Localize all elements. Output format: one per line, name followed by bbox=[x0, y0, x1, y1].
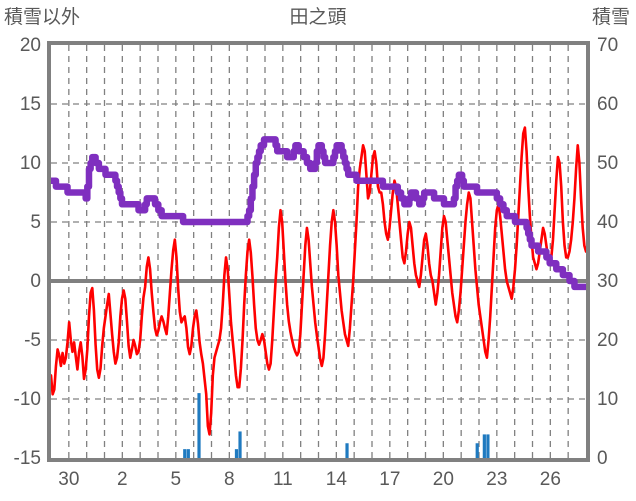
right-axis-tick-0: 0 bbox=[597, 448, 608, 469]
x-axis-tick-8: 8 bbox=[224, 469, 235, 490]
temperature-line bbox=[51, 126, 586, 436]
x-axis-tick-5: 5 bbox=[170, 469, 182, 490]
right-axis-tick-50: 50 bbox=[597, 153, 619, 174]
right-axis-tick-20: 20 bbox=[597, 330, 619, 351]
left-axis-tick-20: 20 bbox=[19, 35, 41, 56]
right-axis-tick-30: 30 bbox=[597, 271, 619, 292]
right-axis-tick-40: 40 bbox=[597, 212, 619, 233]
precipitation-bars bbox=[183, 393, 490, 458]
x-axis-tick-30: 30 bbox=[58, 469, 80, 490]
right-axis-tick-70: 70 bbox=[597, 35, 619, 56]
left-axis-tick-15: 15 bbox=[19, 94, 41, 115]
snow-depth-line bbox=[51, 136, 586, 291]
gridlines bbox=[51, 45, 586, 458]
right-axis-tick-10: 10 bbox=[597, 389, 619, 410]
right-axis-title: 積雪 bbox=[591, 7, 630, 28]
right-axis-tick-60: 60 bbox=[597, 94, 619, 115]
left-axis-tick-10: 10 bbox=[19, 153, 41, 174]
x-axis-tick-11: 11 bbox=[272, 469, 293, 490]
left-axis-title: 積雪以外 bbox=[4, 7, 81, 28]
plot-area bbox=[47, 41, 590, 462]
left-axis-tick-5: 5 bbox=[30, 212, 41, 233]
x-axis-tick-2: 2 bbox=[117, 469, 128, 490]
left-axis-tick--15: -15 bbox=[13, 448, 41, 469]
left-axis-tick--10: -10 bbox=[13, 389, 41, 410]
x-axis-tick-17: 17 bbox=[379, 469, 401, 490]
x-axis-tick-14: 14 bbox=[325, 469, 347, 490]
x-axis-tick-23: 23 bbox=[486, 469, 508, 490]
left-axis-tick-0: 0 bbox=[30, 271, 41, 292]
x-axis-tick-26: 26 bbox=[539, 469, 561, 490]
left-axis-tick--5: -5 bbox=[24, 330, 41, 351]
x-axis-tick-20: 20 bbox=[432, 469, 454, 490]
page-title: 田之頭 bbox=[289, 7, 347, 28]
